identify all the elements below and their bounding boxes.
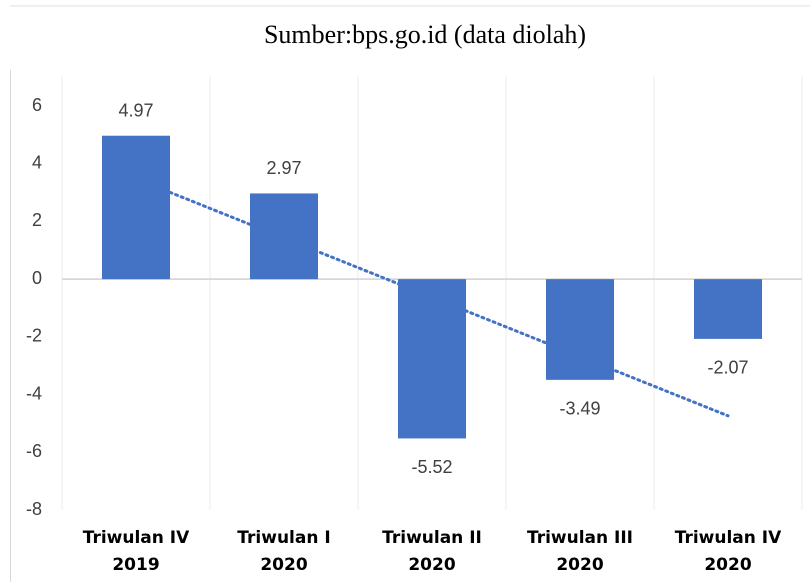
value-label: 4.97 xyxy=(118,100,153,120)
y-tick-label: -6 xyxy=(26,441,42,461)
x-tick-label: 2020 xyxy=(408,555,455,575)
value-label: -5.52 xyxy=(411,457,452,477)
x-tick-label: 2019 xyxy=(112,555,159,575)
y-tick-label: 0 xyxy=(32,268,42,288)
bar xyxy=(398,279,466,439)
y-tick-label: 4 xyxy=(32,152,42,172)
bar xyxy=(250,193,318,280)
y-tick-label: -4 xyxy=(26,383,42,403)
x-tick-label: Triwulan III xyxy=(527,528,633,548)
y-tick-label: -2 xyxy=(26,326,42,346)
bar xyxy=(102,135,170,280)
x-tick-label: Triwulan II xyxy=(382,528,482,548)
trendline xyxy=(168,190,730,418)
bar xyxy=(694,279,762,339)
x-tick-label: Triwulan I xyxy=(237,528,330,548)
x-tick-label: Triwulan IV xyxy=(83,528,190,548)
x-tick-label: 2020 xyxy=(260,555,307,575)
bar xyxy=(546,279,614,380)
value-label: -2.07 xyxy=(707,358,748,378)
x-tick-label: 2020 xyxy=(704,555,751,575)
y-tick-label: 6 xyxy=(32,95,42,115)
x-tick-label: Triwulan IV xyxy=(675,528,782,548)
y-tick-label: 2 xyxy=(32,210,42,230)
chart-title: Sumber:bps.go.id (data diolah) xyxy=(264,20,586,49)
value-label: -3.49 xyxy=(559,399,600,419)
value-label: 2.97 xyxy=(266,158,301,178)
x-tick-label: 2020 xyxy=(556,555,603,575)
y-tick-label: -8 xyxy=(26,499,42,519)
